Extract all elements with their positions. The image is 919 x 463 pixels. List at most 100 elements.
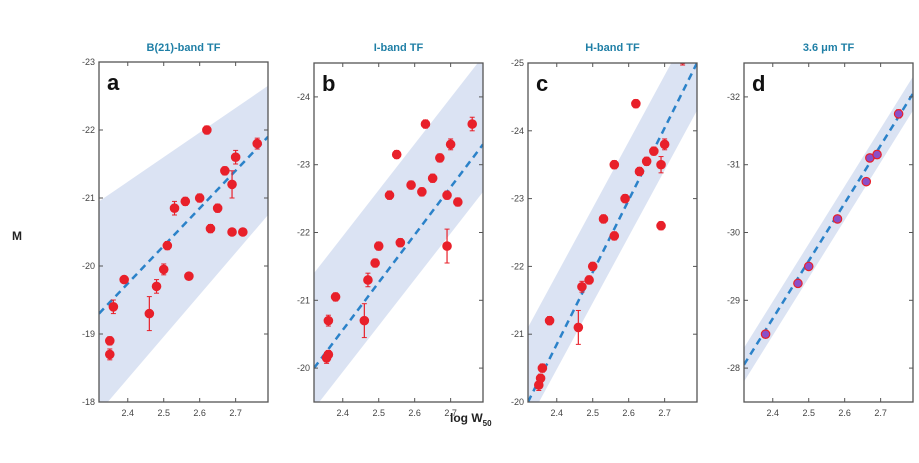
- x-tick-label: 2.4: [337, 408, 350, 418]
- marker: [104, 335, 115, 346]
- data-point: [620, 193, 630, 204]
- data-point: [537, 363, 548, 373]
- marker: [641, 156, 652, 167]
- y-tick-label: -29: [727, 295, 740, 305]
- marker: [212, 203, 223, 213]
- data-point: [363, 272, 373, 288]
- data-point: [230, 149, 241, 165]
- panel-b: 2.4 2.5 2.6 2.7 -20 -21 -22 -23 -24 I-band TF b: [297, 42, 484, 418]
- marker: [184, 271, 194, 281]
- x-tick-label: 2.6: [408, 408, 421, 418]
- data-point: [406, 180, 416, 190]
- data-point: [656, 220, 666, 231]
- y-tick-label: -20: [82, 261, 95, 271]
- y-tick-label: -22: [297, 228, 310, 238]
- plot-area: [314, 63, 483, 402]
- data-point: [445, 138, 456, 151]
- data-point: [760, 329, 771, 339]
- data-point: [872, 149, 882, 160]
- confidence-band: [528, 63, 697, 402]
- panel-title: 3.6 μm TF: [803, 42, 855, 54]
- data-point: [151, 279, 162, 294]
- marker: [427, 173, 438, 184]
- data-point: [634, 166, 645, 177]
- data-point: [641, 156, 652, 167]
- data-point: [227, 170, 237, 199]
- marker: [323, 315, 334, 326]
- fit-line: [528, 63, 697, 402]
- fit-line: [744, 92, 913, 366]
- x-tick-label: 2.5: [372, 408, 385, 418]
- x-tick-label: 2.4: [551, 408, 564, 418]
- panel-title: H-band TF: [585, 42, 640, 54]
- panels: 2.4 2.5 2.6 2.7 -18 -19 -20 -21 -22 -23 B(21)-band…: [82, 42, 914, 418]
- y-tick-label: -28: [727, 363, 740, 373]
- marker: [832, 214, 843, 224]
- data-point: [417, 187, 427, 197]
- marker: [180, 196, 191, 207]
- marker: [445, 139, 456, 150]
- data-point: [832, 214, 843, 224]
- data-point: [609, 231, 620, 241]
- data-point: [391, 149, 402, 160]
- marker: [442, 241, 452, 251]
- y-axis-label: M: [12, 229, 22, 243]
- data-point: [427, 173, 438, 184]
- marker: [227, 179, 237, 190]
- marker: [384, 190, 395, 201]
- data-point: [144, 296, 155, 332]
- data-point: [104, 348, 115, 361]
- data-point: [577, 280, 587, 293]
- marker: [205, 223, 216, 234]
- y-tick-label: -32: [727, 92, 740, 102]
- marker: [760, 329, 771, 339]
- panel-title: I-band TF: [374, 42, 424, 54]
- data-point: [220, 166, 230, 176]
- data-point: [359, 303, 370, 339]
- x-tick-label: 2.5: [157, 408, 170, 418]
- marker: [467, 119, 478, 129]
- y-tick-label: -22: [511, 261, 524, 271]
- data-point: [373, 241, 384, 251]
- marker: [573, 322, 584, 333]
- data-point: [573, 309, 584, 345]
- data-point: [323, 349, 334, 360]
- marker: [656, 159, 666, 170]
- data-point: [656, 156, 666, 174]
- x-tick-label: 2.5: [586, 408, 599, 418]
- marker: [220, 166, 230, 176]
- x-tick-label: 2.7: [874, 408, 887, 418]
- x-axis-label: log W50: [450, 411, 492, 428]
- marker: [363, 275, 373, 285]
- marker: [323, 349, 334, 360]
- confidence-band: [314, 63, 483, 402]
- plot-frame: [98, 61, 269, 403]
- marker: [435, 153, 445, 163]
- marker: [202, 125, 212, 135]
- data-point: [420, 119, 431, 129]
- data-point: [194, 193, 205, 203]
- marker: [803, 261, 814, 272]
- x-axis-label-main: log W: [450, 411, 483, 425]
- y-tick-label: -18: [82, 397, 95, 407]
- data-point: [793, 278, 803, 289]
- data-point: [861, 176, 872, 187]
- panel-letter: b: [322, 71, 335, 96]
- data-point: [467, 116, 478, 132]
- plot-frame: [527, 62, 698, 403]
- data-point: [370, 258, 380, 268]
- plot-area: [528, 63, 697, 402]
- y-tick-label: -21: [511, 329, 524, 339]
- marker: [373, 241, 384, 251]
- marker: [169, 203, 180, 213]
- data-point: [162, 240, 173, 251]
- marker: [230, 152, 241, 162]
- data-point: [202, 125, 212, 135]
- panel-d: 2.4 2.5 2.6 2.7 -28 -29 -30 -31 -32 3.6 μm TF d: [727, 42, 914, 418]
- data-point: [252, 137, 263, 150]
- y-tick-label: -23: [82, 57, 95, 67]
- marker: [330, 292, 341, 302]
- x-tick-label: 2.5: [802, 408, 815, 418]
- marker: [227, 227, 237, 237]
- data-point: [631, 98, 641, 109]
